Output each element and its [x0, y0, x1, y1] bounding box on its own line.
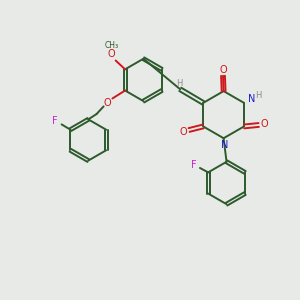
Text: N: N: [248, 94, 255, 104]
Text: N: N: [221, 140, 229, 150]
Text: O: O: [219, 65, 227, 75]
Text: H: H: [256, 91, 262, 100]
Text: O: O: [261, 119, 268, 129]
Text: F: F: [52, 116, 58, 126]
Text: F: F: [191, 160, 196, 170]
Text: O: O: [180, 127, 187, 137]
Text: CH₃: CH₃: [104, 41, 118, 50]
Text: O: O: [108, 49, 115, 59]
Text: O: O: [103, 98, 111, 108]
Text: H: H: [176, 79, 183, 88]
